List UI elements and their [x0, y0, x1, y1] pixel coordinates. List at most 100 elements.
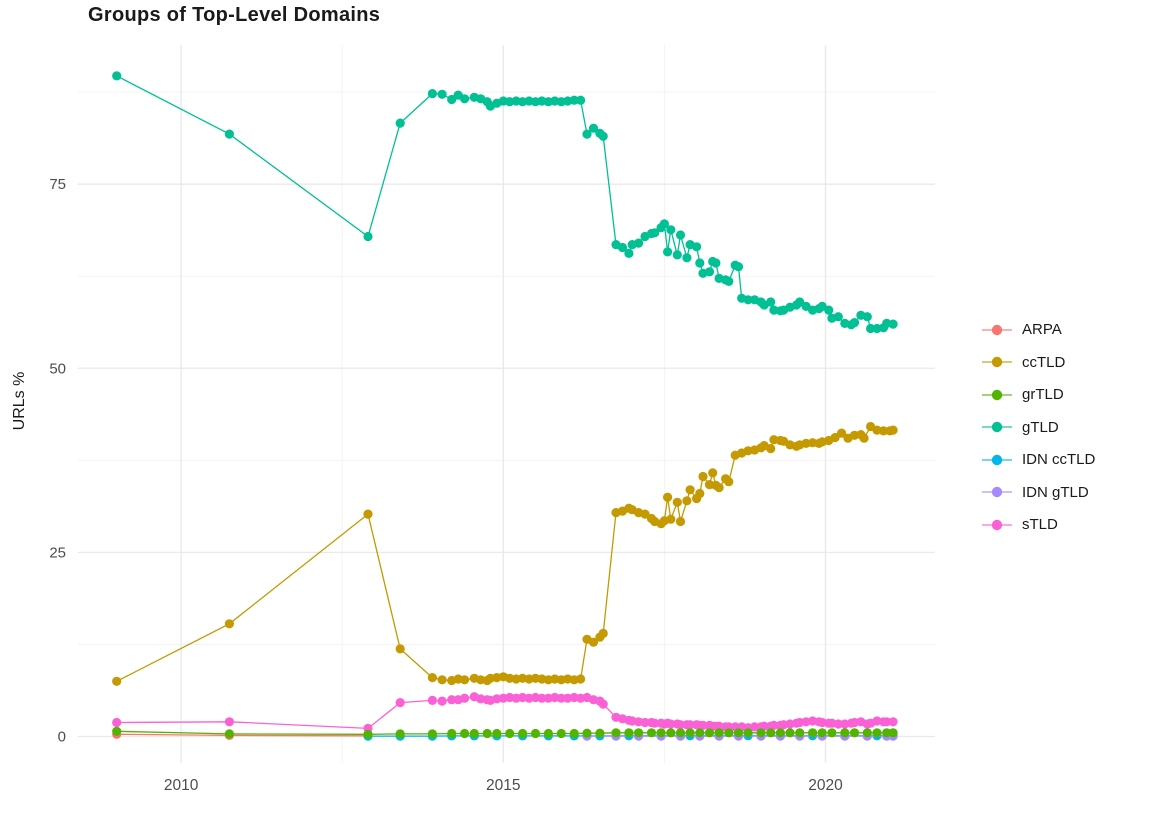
data-point-cctld [685, 485, 695, 495]
x-tick-label: 2020 [808, 777, 843, 794]
data-point-grtld [775, 728, 786, 738]
data-point-grtld [656, 728, 666, 738]
data-point-grtld [785, 728, 795, 738]
data-point-gtld [363, 231, 373, 242]
legend-item-cctld: ccTLD [982, 352, 1095, 373]
data-point-gtld [447, 94, 457, 105]
data-point-cctld [588, 637, 599, 647]
data-point-stld [224, 717, 234, 727]
gridlines-major [78, 45, 935, 763]
gridlines-minor [78, 45, 935, 763]
data-point-stld [112, 717, 122, 728]
data-point-cctld [830, 432, 840, 443]
data-point-gtld [711, 258, 721, 268]
series-line-cctld [116, 425, 894, 682]
legend-item-arpa: ARPA [982, 319, 1095, 340]
data-point-grtld [733, 728, 744, 738]
data-point-cctld [695, 488, 705, 499]
x-tick-label: 2010 [164, 777, 199, 794]
data-point-cctld [714, 483, 724, 493]
data-point-cctld [672, 497, 682, 507]
data-point-grtld [447, 728, 457, 739]
data-point-stld [650, 718, 660, 728]
data-point-stld [598, 699, 608, 709]
data-point-stld [833, 719, 843, 729]
legend-key-icon-arpa [982, 324, 1012, 335]
data-point-cctld [363, 509, 373, 519]
chart-title: Groups of Top-Level Domains [88, 4, 381, 26]
y-tick-label: 75 [49, 176, 66, 193]
data-point-grtld [556, 728, 566, 739]
data-point-stld [750, 722, 760, 732]
data-point-grtld [685, 728, 695, 738]
data-point-grtld [666, 728, 676, 738]
series-grtld [112, 726, 898, 739]
data-point-grtld [595, 728, 605, 738]
data-point-stld [888, 717, 898, 727]
data-point-cctld [666, 514, 676, 524]
data-point-grtld [888, 728, 898, 738]
data-point-cctld [724, 477, 734, 487]
data-point-cctld [576, 674, 586, 684]
data-point-grtld [395, 729, 405, 739]
data-point-grtld [460, 728, 470, 739]
legend-item-idn-gtld: IDN gTLD [982, 482, 1095, 503]
data-point-gtld [795, 297, 805, 307]
axis-tick-labels: 0 25 50 75 2010 2015 2020 [49, 176, 843, 794]
data-point-cctld [460, 675, 470, 685]
data-point-grtld [756, 728, 766, 738]
data-point-stld [460, 693, 470, 703]
legend-key-icon-cctld [982, 356, 1012, 368]
data-point-grtld [469, 728, 479, 739]
series-arpa [112, 729, 373, 741]
legend-label: ARPA [1022, 321, 1062, 338]
data-point-cctld [888, 425, 898, 435]
data-point-stld [395, 698, 405, 708]
data-point-gtld [224, 129, 234, 139]
data-point-gtld [833, 312, 843, 322]
data-point-grtld [817, 728, 827, 738]
data-point-gtld [704, 267, 715, 277]
data-point-cctld [675, 516, 686, 527]
data-point-grtld [582, 728, 592, 738]
data-point-gtld [733, 262, 744, 272]
data-point-grtld [646, 728, 657, 738]
data-point-cctld [698, 471, 708, 482]
data-point-grtld [624, 728, 634, 738]
data-point-gtld [666, 225, 676, 235]
data-point-stld [447, 695, 457, 705]
data-point-gtld [695, 258, 705, 268]
data-point-gtld [624, 248, 634, 258]
data-point-grtld [766, 728, 776, 738]
data-point-gtld [460, 94, 470, 104]
data-point-cctld [437, 675, 447, 685]
data-point-gtld [437, 89, 447, 99]
data-point-grtld [704, 728, 715, 738]
data-point-gtld [569, 95, 579, 105]
data-point-cctld [663, 492, 673, 502]
data-point-gtld [617, 242, 628, 253]
data-point-gtld [862, 312, 872, 322]
legend-item-gtld: gTLD [982, 417, 1095, 438]
series-gtld [112, 71, 898, 334]
data-point-gtld [427, 89, 437, 99]
data-point-stld [882, 717, 892, 727]
data-point-grtld [427, 729, 437, 739]
data-point-stld [666, 719, 676, 729]
data-point-grtld [505, 728, 515, 739]
data-point-grtld [872, 728, 882, 738]
data-point-grtld [224, 729, 234, 739]
legend-key-icon-gtld [982, 421, 1012, 433]
data-point-gtld [588, 123, 599, 133]
y-tick-label: 0 [58, 728, 66, 745]
data-point-stld [698, 720, 708, 731]
legend-label: gTLD [1022, 418, 1059, 436]
data-point-cctld [598, 628, 608, 639]
data-point-stld [769, 720, 779, 731]
legend-key-icon-idn-gtld [982, 486, 1012, 498]
data-point-cctld [682, 496, 692, 506]
data-point-gtld [888, 319, 898, 329]
data-point-stld [685, 720, 695, 730]
data-point-grtld [882, 728, 892, 738]
